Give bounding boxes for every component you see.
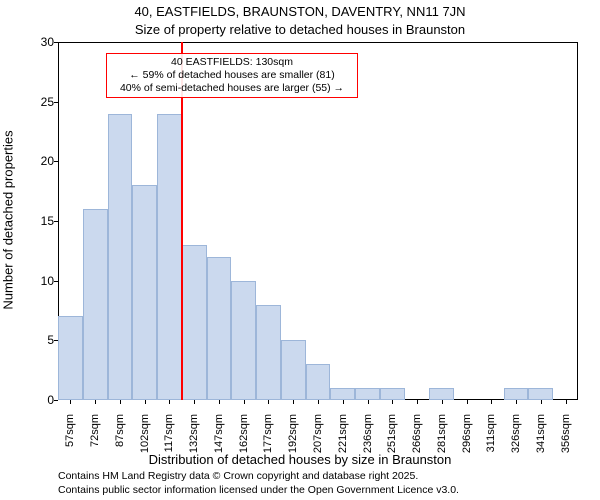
x-tick-mark (392, 400, 393, 404)
x-tick-label: 72sqm (89, 414, 101, 464)
x-tick-label: 326sqm (510, 414, 522, 464)
x-tick-mark (268, 400, 269, 404)
y-tick-mark (54, 340, 58, 341)
x-tick-label: 281sqm (436, 414, 448, 464)
x-tick-mark (516, 400, 517, 404)
y-tick-label: 5 (14, 333, 54, 347)
x-tick-mark (169, 400, 170, 404)
x-tick-mark (120, 400, 121, 404)
x-tick-label: 147sqm (213, 414, 225, 464)
histogram-bar (58, 316, 83, 400)
x-tick-mark (293, 400, 294, 404)
y-tick-mark (54, 281, 58, 282)
plot-right-border (577, 42, 578, 400)
histogram-bar (504, 388, 529, 400)
histogram-bar (429, 388, 454, 400)
annotation-line-2: ← 59% of detached houses are smaller (81… (111, 69, 353, 82)
x-tick-mark (566, 400, 567, 404)
chart-container: 40, EASTFIELDS, BRAUNSTON, DAVENTRY, NN1… (0, 0, 600, 500)
histogram-bar (330, 388, 355, 400)
chart-title-line-2: Size of property relative to detached ho… (0, 22, 600, 37)
x-tick-mark (145, 400, 146, 404)
x-tick-label: 117sqm (163, 414, 175, 464)
chart-title-line-1: 40, EASTFIELDS, BRAUNSTON, DAVENTRY, NN1… (0, 4, 600, 19)
y-tick-mark (54, 400, 58, 401)
x-tick-label: 341sqm (535, 414, 547, 464)
histogram-bar (306, 364, 331, 400)
annotation-line-1: 40 EASTFIELDS: 130sqm (111, 56, 353, 69)
x-tick-label: 311sqm (485, 414, 497, 464)
annotation-box: 40 EASTFIELDS: 130sqm← 59% of detached h… (106, 53, 358, 98)
plot-top-border (58, 42, 578, 43)
y-tick-label: 20 (14, 154, 54, 168)
x-tick-label: 236sqm (362, 414, 374, 464)
y-tick-mark (54, 42, 58, 43)
histogram-bar (256, 305, 281, 400)
x-tick-mark (95, 400, 96, 404)
y-tick-mark (54, 102, 58, 103)
x-tick-mark (219, 400, 220, 404)
x-tick-label: 102sqm (139, 414, 151, 464)
histogram-bar (528, 388, 553, 400)
x-tick-label: 356sqm (560, 414, 572, 464)
footer-line-2: Contains public sector information licen… (58, 484, 459, 496)
x-tick-mark (70, 400, 71, 404)
x-tick-mark (417, 400, 418, 404)
histogram-bar (231, 281, 256, 400)
x-tick-label: 207sqm (312, 414, 324, 464)
x-tick-mark (491, 400, 492, 404)
histogram-bar (182, 245, 207, 400)
x-tick-label: 296sqm (461, 414, 473, 464)
x-tick-mark (244, 400, 245, 404)
x-tick-mark (318, 400, 319, 404)
x-tick-label: 87sqm (114, 414, 126, 464)
x-tick-label: 57sqm (64, 414, 76, 464)
x-tick-mark (194, 400, 195, 404)
x-tick-label: 162sqm (238, 414, 250, 464)
histogram-bar (132, 185, 157, 400)
x-tick-label: 251sqm (386, 414, 398, 464)
footer-line-1: Contains HM Land Registry data © Crown c… (58, 470, 418, 482)
y-tick-label: 0 (14, 393, 54, 407)
x-tick-label: 177sqm (262, 414, 274, 464)
x-tick-label: 221sqm (337, 414, 349, 464)
x-tick-label: 266sqm (411, 414, 423, 464)
x-tick-label: 192sqm (287, 414, 299, 464)
histogram-bar (380, 388, 405, 400)
y-tick-mark (54, 161, 58, 162)
histogram-bar (207, 257, 232, 400)
annotation-line-3: 40% of semi-detached houses are larger (… (111, 82, 353, 95)
x-tick-mark (442, 400, 443, 404)
y-tick-label: 25 (14, 95, 54, 109)
y-tick-label: 15 (14, 214, 54, 228)
y-tick-label: 30 (14, 35, 54, 49)
y-tick-label: 10 (14, 274, 54, 288)
histogram-bar (108, 114, 133, 400)
histogram-bar (281, 340, 306, 400)
histogram-bar (83, 209, 108, 400)
histogram-bar (355, 388, 380, 400)
x-tick-mark (368, 400, 369, 404)
x-tick-label: 132sqm (188, 414, 200, 464)
x-tick-mark (467, 400, 468, 404)
x-tick-mark (541, 400, 542, 404)
y-tick-mark (54, 221, 58, 222)
x-tick-mark (343, 400, 344, 404)
histogram-bar (157, 114, 182, 400)
